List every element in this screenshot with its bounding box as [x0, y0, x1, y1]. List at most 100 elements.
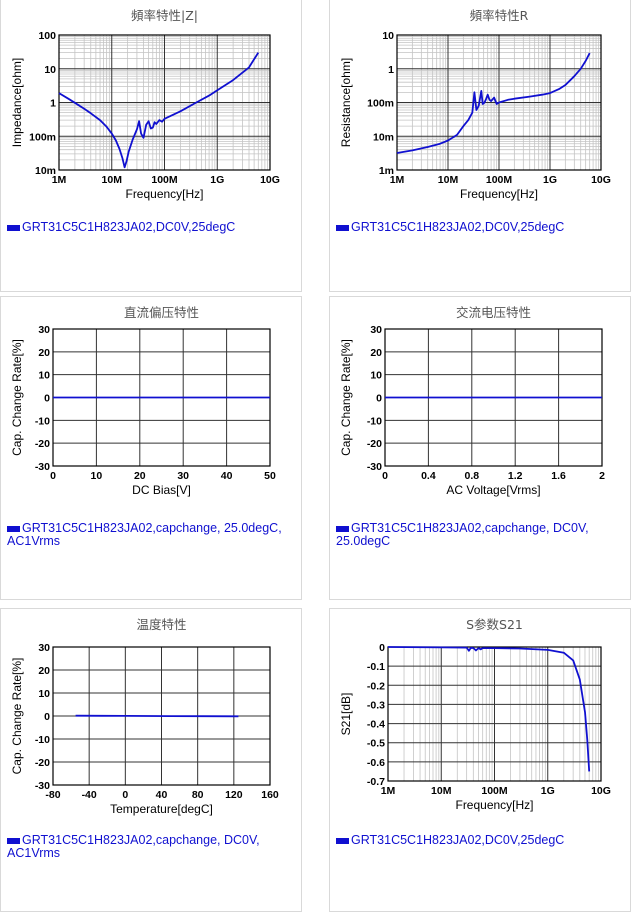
x-tick-label: -40 [82, 789, 97, 801]
y-tick-label: 100m [29, 131, 56, 143]
legend-swatch [7, 525, 20, 532]
series-line [75, 714, 239, 718]
x-tick-label: 10G [260, 174, 280, 186]
x-axis-label: AC Voltage[Vrms] [446, 483, 540, 497]
y-tick-label: 20 [38, 347, 50, 359]
y-tick-label: -20 [35, 438, 50, 450]
x-tick-label: 30 [177, 470, 189, 482]
plot-frame [58, 34, 271, 171]
x-tick-label: 1.2 [508, 470, 523, 482]
y-tick-label: -20 [35, 757, 50, 769]
x-axis-label: Temperature[degC] [110, 802, 213, 816]
y-tick-label: -0.7 [367, 776, 385, 788]
y-tick-label: -10 [35, 734, 50, 746]
legend-label: GRT31C5C1H823JA02,capchange, DC0V, AC1Vr… [7, 833, 260, 860]
x-tick-label: 0.4 [421, 470, 436, 482]
impedance-chart: 頻率特性|Z| 1M 10M 100M 1G 10G 10m 100m 1 10 100 Freque… [10, 8, 280, 201]
y-tick-label: 100m [367, 98, 394, 110]
chart-title: S参数S21 [466, 617, 523, 632]
legend-label: GRT31C5C1H823JA02,DC0V,25degC [351, 220, 565, 234]
x-tick-label: 1.6 [551, 470, 566, 482]
chart-title: 頻率特性R [470, 8, 529, 23]
y-tick-label: 0 [376, 393, 382, 405]
x-tick-label: 80 [192, 789, 204, 801]
legend-swatch [336, 224, 349, 231]
x-tick-label: 10 [91, 470, 103, 482]
x-axis-label: Frequency[Hz] [460, 187, 538, 201]
y-tick-label: 30 [38, 642, 50, 654]
y-tick-label: 20 [38, 665, 50, 677]
y-tick-label: 30 [38, 324, 50, 336]
x-tick-label: 1M [390, 174, 405, 186]
x-tick-label: 1G [210, 174, 224, 186]
resistance-chart: 頻率特性R 1M 10M 100M 1G 10G 1m 10m 100m 1 10 Frequency… [339, 8, 611, 201]
y-tick-label: 20 [370, 347, 382, 359]
y-tick-label: 0 [44, 393, 50, 405]
y-tick-label: -10 [367, 415, 382, 427]
legend-label: GRT31C5C1H823JA02,capchange, DC0V, 25.0d… [336, 521, 589, 548]
legend-temperature: GRT31C5C1H823JA02,capchange, DC0V, AC1Vr… [7, 834, 297, 860]
legend-impedance: GRT31C5C1H823JA02,DC0V,25degC [7, 221, 297, 234]
x-tick-label: 160 [261, 789, 279, 801]
y-tick-label: 30 [370, 324, 382, 336]
y-axis-label: Cap. Change Rate[%] [10, 339, 24, 456]
y-tick-label: -10 [35, 415, 50, 427]
legend-label: GRT31C5C1H823JA02,DC0V,25degC [351, 833, 565, 847]
y-tick-label: 10 [44, 64, 56, 76]
y-axis-label: Cap. Change Rate[%] [10, 658, 24, 775]
plot-frame [396, 34, 602, 171]
x-tick-label: 10G [591, 785, 611, 797]
x-tick-label: 1G [543, 174, 557, 186]
chart-panel-impedance: 頻率特性|Z| 1M 10M 100M 1G 10G 10m 100m 1 10 100 Freque… [0, 0, 302, 292]
y-axis-label: S21[dB] [339, 693, 353, 736]
x-tick-label: 10M [102, 174, 123, 186]
legend-swatch [336, 837, 349, 844]
y-tick-label: 10m [373, 131, 394, 143]
y-axis-label: Impedance[ohm] [10, 58, 24, 147]
y-tick-label: 10 [382, 30, 394, 42]
x-tick-label: 0 [382, 470, 388, 482]
y-tick-label: 1 [388, 64, 394, 76]
series-line [387, 646, 591, 772]
x-tick-label: -80 [45, 789, 60, 801]
x-axis-label: DC Bias[V] [132, 483, 191, 497]
x-tick-label: 0 [122, 789, 128, 801]
legend-label: GRT31C5C1H823JA02,capchange, 25.0degC, A… [7, 521, 282, 548]
x-tick-label: 50 [264, 470, 276, 482]
y-tick-label: 1m [379, 165, 394, 177]
x-axis-label: Frequency[Hz] [125, 187, 203, 201]
chart-panel-acvoltage: 交流电压特性 0 0.4 0.8 1.2 1.6 2 -30 -20 -10 0 10 20 30 AC V… [329, 296, 631, 600]
y-tick-label: -0.2 [367, 680, 385, 692]
y-tick-label: 1 [50, 98, 56, 110]
legend-swatch [7, 224, 20, 231]
y-tick-label: 10 [370, 370, 382, 382]
series-line [58, 52, 260, 169]
y-tick-label: -30 [35, 780, 50, 792]
chart-panel-resistance: 頻率特性R 1M 10M 100M 1G 10G 1m 10m 100m 1 10 Frequency… [329, 0, 631, 292]
x-tick-label: 10M [438, 174, 459, 186]
s21-chart: S参数S21 1M 10M 100M 1G 10G 0 -0.1 -0.2 -0.3 -0.4 -0.… [339, 617, 611, 812]
x-tick-label: 10M [431, 785, 452, 797]
x-tick-label: 0.8 [464, 470, 479, 482]
y-tick-label: 10m [35, 165, 56, 177]
y-tick-label: -0.1 [367, 661, 385, 673]
y-tick-label: 0 [379, 642, 385, 654]
x-tick-label: 100M [481, 785, 508, 797]
y-tick-label: 10 [38, 688, 50, 700]
chart-title: 交流电压特性 [456, 305, 531, 320]
y-tick-label: -0.6 [367, 757, 385, 769]
y-tick-label: 100 [38, 30, 56, 42]
y-tick-label: -30 [35, 461, 50, 473]
legend-swatch [336, 525, 349, 532]
chart-panel-temperature: 温度特性 -80 -40 0 40 80 120 160 -30 -20 -10 0 10 20 30 Tem… [0, 608, 302, 912]
chart-title: 直流偏压特性 [124, 305, 199, 320]
chart-panel-s21: S参数S21 1M 10M 100M 1G 10G 0 -0.1 -0.2 -0.3 -0.4 -0.… [329, 608, 631, 912]
y-tick-label: -20 [367, 438, 382, 450]
x-tick-label: 10G [591, 174, 611, 186]
legend-acvoltage: GRT31C5C1H823JA02,capchange, DC0V, 25.0d… [336, 522, 626, 548]
x-tick-label: 20 [134, 470, 146, 482]
x-tick-label: 40 [156, 789, 168, 801]
series-line [396, 52, 591, 154]
legend-label: GRT31C5C1H823JA02,DC0V,25degC [22, 220, 236, 234]
